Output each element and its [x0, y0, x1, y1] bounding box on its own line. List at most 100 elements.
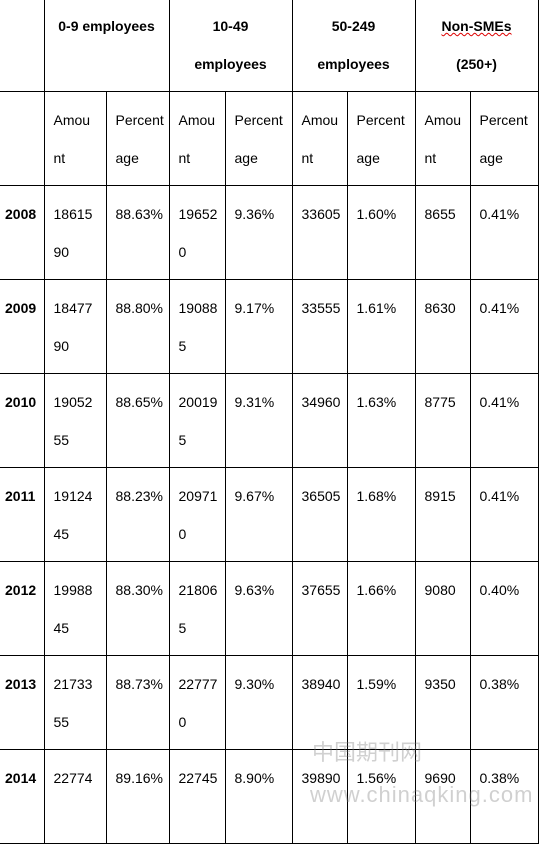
data-cell: 200195	[168, 373, 226, 468]
year-cell: 2011	[0, 467, 45, 562]
cell-value: 8655	[424, 206, 456, 222]
cell-value: 9080	[424, 582, 456, 598]
data-cell: 2173355	[43, 655, 107, 750]
cell-value: 209710	[178, 488, 218, 542]
data-cell: 9.31%	[224, 373, 293, 468]
spellcheck-word: Non-SMEs	[441, 18, 512, 34]
subheader: Amount	[424, 112, 462, 166]
subheader-cell: Percentage	[105, 91, 170, 186]
data-cell: 1.60%	[346, 185, 416, 280]
data-cell: 196520	[168, 185, 226, 280]
year-cell: 2009	[0, 279, 45, 374]
cell-value: 88.80%	[115, 300, 163, 316]
cell-value: 9350	[424, 676, 456, 692]
subheader: Percentage	[479, 112, 528, 166]
cell-value: 0.40%	[479, 582, 520, 598]
cell-value: 89.16%	[115, 770, 163, 786]
subheader-cell: Percentage	[346, 91, 416, 186]
data-cell: 22745	[168, 749, 226, 844]
cell-value: 9690	[424, 770, 456, 786]
group-header-cell	[0, 0, 45, 92]
cell-value: 1912445	[53, 488, 93, 542]
subheader-cell: Percentage	[224, 91, 293, 186]
data-cell: 9690	[414, 749, 471, 844]
data-cell: 9080	[414, 561, 471, 656]
cell-value: 227770	[178, 676, 218, 730]
cell-value: 2173355	[53, 676, 93, 730]
cell-value: 1861590	[53, 206, 93, 260]
subheader-cell	[0, 91, 45, 186]
year: 2014	[5, 770, 37, 786]
data-cell: 1.68%	[346, 467, 416, 562]
data-cell: 22774	[43, 749, 107, 844]
cell-value: 1.68%	[356, 488, 397, 504]
cell-value: 196520	[178, 206, 218, 260]
data-cell: 209710	[168, 467, 226, 562]
data-row: 2013 2173355 88.73% 227770 9.30% 38940 1.59% 93…	[0, 655, 539, 750]
header-row: 0-9 employees 10-49 employees 50-249 emplo…	[0, 0, 539, 92]
subheader-cell: Amount	[291, 91, 348, 186]
year-cell: 2010	[0, 373, 45, 468]
data-cell: 88.80%	[105, 279, 170, 374]
data-cell: 218065	[168, 561, 226, 656]
subheader-cell: Amount	[414, 91, 471, 186]
year: 2008	[5, 206, 37, 222]
cell-value: 8630	[424, 300, 456, 316]
data-cell: 0.41%	[469, 373, 539, 468]
group-header: 10-49 employees	[194, 18, 267, 72]
data-cell: 34960	[291, 373, 348, 468]
cell-value: 22774	[53, 770, 93, 786]
data-cell: 0.41%	[469, 185, 539, 280]
cell-value: 0.41%	[479, 206, 520, 222]
cell-value: 9.17%	[234, 300, 275, 316]
cell-value: 88.73%	[115, 676, 163, 692]
data-cell: 33605	[291, 185, 348, 280]
data-cell: 8630	[414, 279, 471, 374]
data-cell: 88.65%	[105, 373, 170, 468]
subheader-cell: Percentage	[469, 91, 539, 186]
data-cell: 190885	[168, 279, 226, 374]
cell-value: 39890	[301, 770, 341, 786]
data-row: 2014 22774 89.16% 22745 8.90% 39890 1.56% 9690 0…	[0, 749, 539, 844]
year: 2012	[5, 582, 37, 598]
data-cell: 36505	[291, 467, 348, 562]
subheader: Percentage	[234, 112, 283, 166]
year: 2010	[5, 394, 37, 410]
data-cell: 8655	[414, 185, 471, 280]
data-cell: 88.23%	[105, 467, 170, 562]
data-cell: 89.16%	[105, 749, 170, 844]
cell-value: 9.63%	[234, 582, 275, 598]
cell-value: 33605	[301, 206, 341, 222]
cell-value: 8915	[424, 488, 456, 504]
data-cell: 37655	[291, 561, 348, 656]
cell-value: 1998845	[53, 582, 93, 636]
data-cell: 1861590	[43, 185, 107, 280]
cell-value: 9.31%	[234, 394, 275, 410]
year-cell: 2014	[0, 749, 45, 844]
data-cell: 9.17%	[224, 279, 293, 374]
data-cell: 88.63%	[105, 185, 170, 280]
data-cell: 33555	[291, 279, 348, 374]
cell-value: 8.90%	[234, 770, 275, 786]
cell-value: 88.65%	[115, 394, 163, 410]
data-cell: 9350	[414, 655, 471, 750]
cell-value: 0.41%	[479, 488, 520, 504]
data-cell: 0.41%	[469, 467, 539, 562]
group-header-cell: Non-SMEs (250+)	[414, 0, 539, 92]
cell-value: 34960	[301, 394, 341, 410]
year: 2009	[5, 300, 37, 316]
data-cell: 9.63%	[224, 561, 293, 656]
data-row: 2008 1861590 88.63% 196520 9.36% 33605 1.60% 86…	[0, 185, 539, 280]
subheader-cell: Amount	[168, 91, 226, 186]
data-cell: 8775	[414, 373, 471, 468]
year: 2011	[5, 488, 36, 504]
data-cell: 227770	[168, 655, 226, 750]
cell-value: 38940	[301, 676, 341, 692]
cell-value: 1.61%	[356, 300, 397, 316]
cell-value: 0.41%	[479, 394, 520, 410]
data-cell: 8915	[414, 467, 471, 562]
data-cell: 38940	[291, 655, 348, 750]
